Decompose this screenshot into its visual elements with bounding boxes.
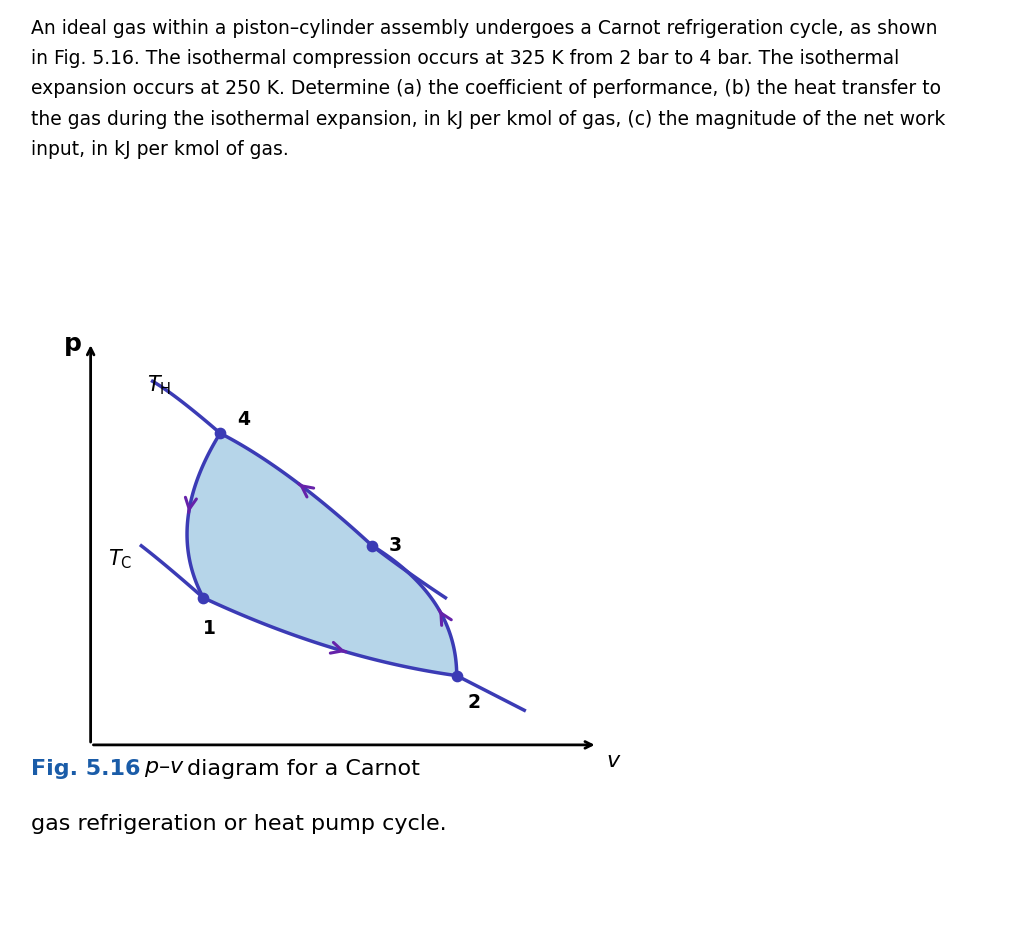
Text: $p$–$v$: $p$–$v$ [144, 759, 185, 779]
Text: Fig. 5.16: Fig. 5.16 [31, 759, 140, 779]
Text: 1: 1 [203, 619, 215, 638]
Polygon shape [187, 433, 457, 676]
Text: diagram for a Carnot: diagram for a Carnot [187, 759, 420, 779]
Point [449, 668, 465, 683]
Text: An ideal gas within a piston–cylinder assembly undergoes a Carnot refrigeration : An ideal gas within a piston–cylinder as… [31, 19, 945, 159]
Text: gas refrigeration or heat pump cycle.: gas refrigeration or heat pump cycle. [31, 814, 446, 835]
Text: 2: 2 [468, 693, 481, 712]
Point [365, 538, 381, 553]
Text: $T_\mathsf{H}$: $T_\mathsf{H}$ [147, 374, 171, 397]
Text: $T_\mathsf{C}$: $T_\mathsf{C}$ [108, 547, 132, 570]
Text: 3: 3 [389, 536, 402, 555]
Text: 4: 4 [237, 410, 250, 429]
Text: $v$: $v$ [606, 751, 622, 772]
Point [195, 590, 212, 605]
Point [212, 425, 228, 440]
Text: $\mathbf{p}$: $\mathbf{p}$ [63, 334, 82, 358]
